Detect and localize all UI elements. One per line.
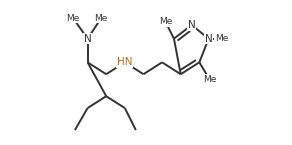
- Text: Me: Me: [94, 14, 108, 23]
- Text: Me: Me: [215, 34, 228, 43]
- Text: Me: Me: [67, 14, 80, 23]
- Text: HN: HN: [117, 57, 133, 67]
- Text: Me: Me: [159, 17, 172, 26]
- Text: N: N: [188, 20, 196, 30]
- Text: N: N: [205, 34, 213, 44]
- Text: N: N: [84, 34, 91, 44]
- Text: Me: Me: [203, 75, 216, 84]
